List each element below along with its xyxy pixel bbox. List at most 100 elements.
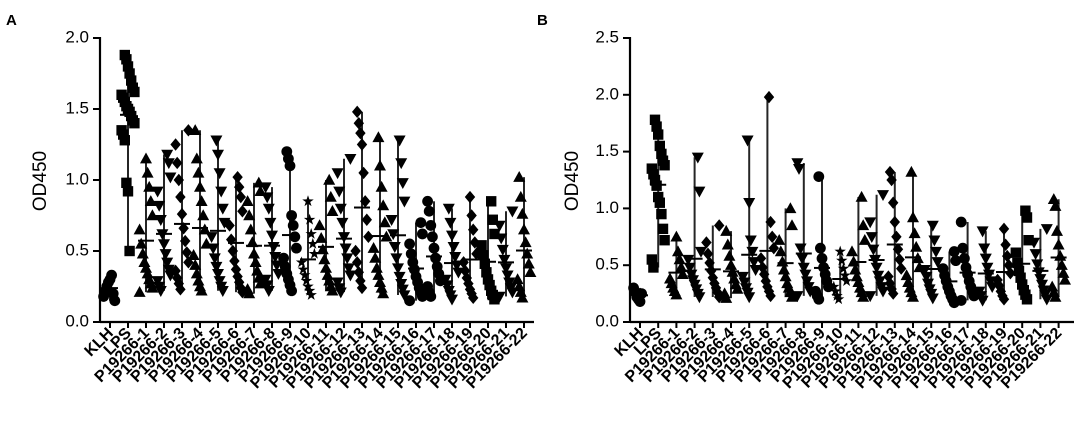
- panel-b-data-point: [983, 269, 995, 281]
- panel-a-data-point: [356, 281, 368, 295]
- panel-b-data-point: [839, 269, 851, 281]
- panel-a-data-point: [341, 253, 354, 265]
- panel-a-data-point: [500, 263, 512, 275]
- panel-a-data-point: [323, 173, 336, 185]
- panel-b-data-point: [656, 208, 667, 220]
- panel-b-data-point: [998, 293, 1010, 306]
- panel-b-data-point: [636, 288, 647, 299]
- panel-a-data-point: [305, 289, 317, 300]
- panel-b-data-point: [695, 246, 707, 258]
- panel-a-data-point: [229, 254, 240, 268]
- panel-b-data-point: [907, 211, 919, 223]
- panel-a-data-point: [198, 223, 211, 235]
- panel-a-data-point: [140, 261, 152, 273]
- panel-a-data-point: [109, 295, 121, 307]
- panel-b-data-point: [896, 262, 907, 275]
- panel-b-data-point: [776, 255, 789, 267]
- panel-b-data-point: [857, 219, 870, 231]
- panel-b-data-point: [926, 293, 939, 305]
- panel-b-data-point: [905, 165, 918, 177]
- panel-b-data-point: [1051, 224, 1063, 236]
- panel-b-data-point: [746, 246, 759, 258]
- panel-a-data-point: [246, 236, 259, 248]
- panel-b-data-point: [707, 271, 718, 284]
- panel-a-data-point: [375, 281, 388, 293]
- panel-a-data-point: [372, 131, 385, 143]
- panel-b-data-point: [857, 290, 870, 302]
- panel-b-data-point: [910, 240, 923, 252]
- panel-a-data-point: [159, 249, 172, 261]
- panel-a-data-point: [513, 280, 526, 292]
- panel-a-data-point: [303, 284, 316, 296]
- panel-b-data-point: [1000, 238, 1011, 251]
- panel-a-data-point: [266, 230, 278, 242]
- panel-b-data-point: [928, 235, 941, 247]
- panel-b-data-point: [793, 163, 805, 175]
- panel-b-data-point: [930, 246, 942, 258]
- panel-b-data-point: [864, 291, 877, 303]
- panel-a-data-point: [291, 242, 302, 254]
- panel-a-data-point: [380, 230, 393, 242]
- panel-a-data-point: [297, 263, 309, 275]
- panel-a-data-point: [404, 295, 415, 307]
- panel-b-data-point: [813, 171, 825, 182]
- panel-a-data-point: [398, 196, 411, 208]
- panel-a-data-point: [158, 239, 170, 251]
- panel-b-data-point: [926, 220, 939, 232]
- panel-b-data-point: [659, 235, 670, 246]
- panel-a-data-point: [321, 268, 334, 280]
- panel-a-data-point: [208, 253, 221, 265]
- panel-a-data-point: [195, 195, 208, 206]
- panel-a-data-point: [331, 168, 344, 180]
- panel-b-ytick-label: 0.0: [595, 311, 619, 330]
- panel-a-data-point: [195, 284, 208, 296]
- panel-b-ytick-label: 2.0: [595, 84, 619, 103]
- panel-a-data-point: [370, 261, 383, 273]
- panel-b-data-point: [1049, 199, 1062, 211]
- panel-a-data-point: [181, 246, 192, 259]
- panel-a-data-point: [190, 152, 203, 164]
- panel-a-data-point: [331, 277, 344, 289]
- panel-a-data-point: [387, 229, 400, 241]
- panel-b-data-point: [757, 261, 768, 274]
- panel-a-data-point: [284, 160, 296, 172]
- panel-b-data-point: [1040, 294, 1053, 306]
- panel-a-letter: A: [6, 12, 17, 29]
- panel-a-data-point: [213, 276, 226, 288]
- panel-b-data-point: [1003, 259, 1014, 272]
- panel-b-data-point: [774, 245, 787, 257]
- panel-b-data-point: [1010, 247, 1021, 258]
- panel-b-data-point: [850, 270, 863, 282]
- panel-a-data-point: [334, 287, 347, 299]
- panel-a-data-point: [259, 182, 272, 194]
- panel-b-data-point: [1059, 273, 1071, 285]
- panel-b-data-point: [832, 293, 845, 305]
- panel-b-data-point: [981, 262, 994, 274]
- panel-a-data-point: [151, 276, 164, 288]
- panel-b-letter: B: [537, 12, 548, 29]
- panel-b-data-point: [670, 288, 683, 300]
- panel-b-data-point: [720, 291, 733, 303]
- panel-b-data-point: [894, 253, 905, 266]
- panel-b-data-point: [791, 291, 804, 303]
- panel-b-data-point: [886, 282, 897, 296]
- panel-b-data-point: [778, 263, 790, 275]
- panel-b-data-point: [765, 289, 776, 303]
- panel-a-data-point: [267, 242, 280, 253]
- panel-b-data-point: [813, 293, 825, 305]
- panel-b: B OD450 0.00.51.01.52.02.5KLHLPSP19266-1…: [537, 12, 1074, 392]
- panel-a-data-point: [334, 203, 347, 215]
- panel-a-data-point: [197, 209, 210, 221]
- panel-a-data-point: [498, 254, 511, 266]
- panel-b-data-point: [948, 246, 960, 257]
- panel-a-data-point: [146, 281, 159, 293]
- panel-b-data-point: [725, 259, 737, 270]
- panel-a-data-point: [161, 257, 174, 269]
- panel-a-data-point: [353, 266, 364, 279]
- panel-b-data-point: [889, 215, 900, 229]
- panel-b-data-point: [922, 278, 934, 290]
- panel-b-data-point: [1040, 224, 1053, 236]
- panel-a-data-point: [415, 217, 427, 229]
- panel-a-data-point: [162, 264, 175, 276]
